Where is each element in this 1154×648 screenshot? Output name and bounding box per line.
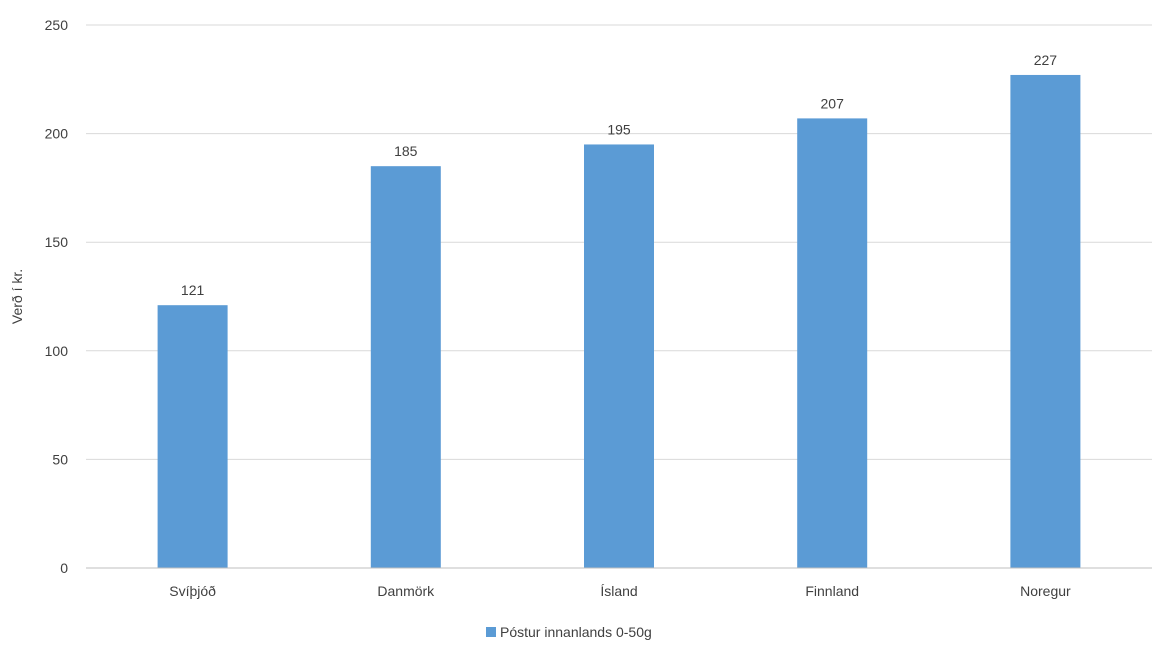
y-tick-label: 50 (52, 451, 68, 467)
legend: Póstur innanlands 0-50g (486, 624, 652, 640)
y-axis-ticks: 0 50 100 150 200 250 (45, 17, 69, 576)
bar-1 (370, 166, 441, 568)
data-labels: 121 185 195 207 227 (181, 52, 1057, 298)
bar-3 (797, 118, 868, 569)
y-axis-title: Verð í kr. (9, 269, 25, 324)
data-label: 185 (394, 143, 418, 159)
x-category-label: Svíþjóð (169, 583, 216, 599)
legend-swatch (486, 627, 496, 637)
bar-0 (157, 305, 228, 568)
y-tick-label: 250 (45, 17, 69, 33)
x-category-label: Noregur (1020, 583, 1071, 599)
bar-2 (584, 144, 654, 568)
data-label: 207 (821, 95, 845, 111)
x-category-label: Finnland (805, 583, 859, 599)
y-tick-label: 150 (45, 234, 69, 250)
y-tick-label: 200 (45, 126, 69, 142)
legend-label: Póstur innanlands 0-50g (500, 624, 652, 640)
y-tick-label: 100 (45, 343, 69, 359)
x-category-label: Danmörk (377, 583, 435, 599)
data-label: 121 (181, 282, 205, 298)
x-category-label: Ísland (600, 583, 637, 599)
data-label: 227 (1034, 52, 1058, 68)
bar-4 (1010, 74, 1081, 569)
data-label: 195 (607, 121, 631, 137)
x-axis-categories: Svíþjóð Danmörk Ísland Finnland Noregur (169, 583, 1071, 599)
y-tick-label: 0 (60, 560, 68, 576)
bars (157, 74, 1081, 569)
